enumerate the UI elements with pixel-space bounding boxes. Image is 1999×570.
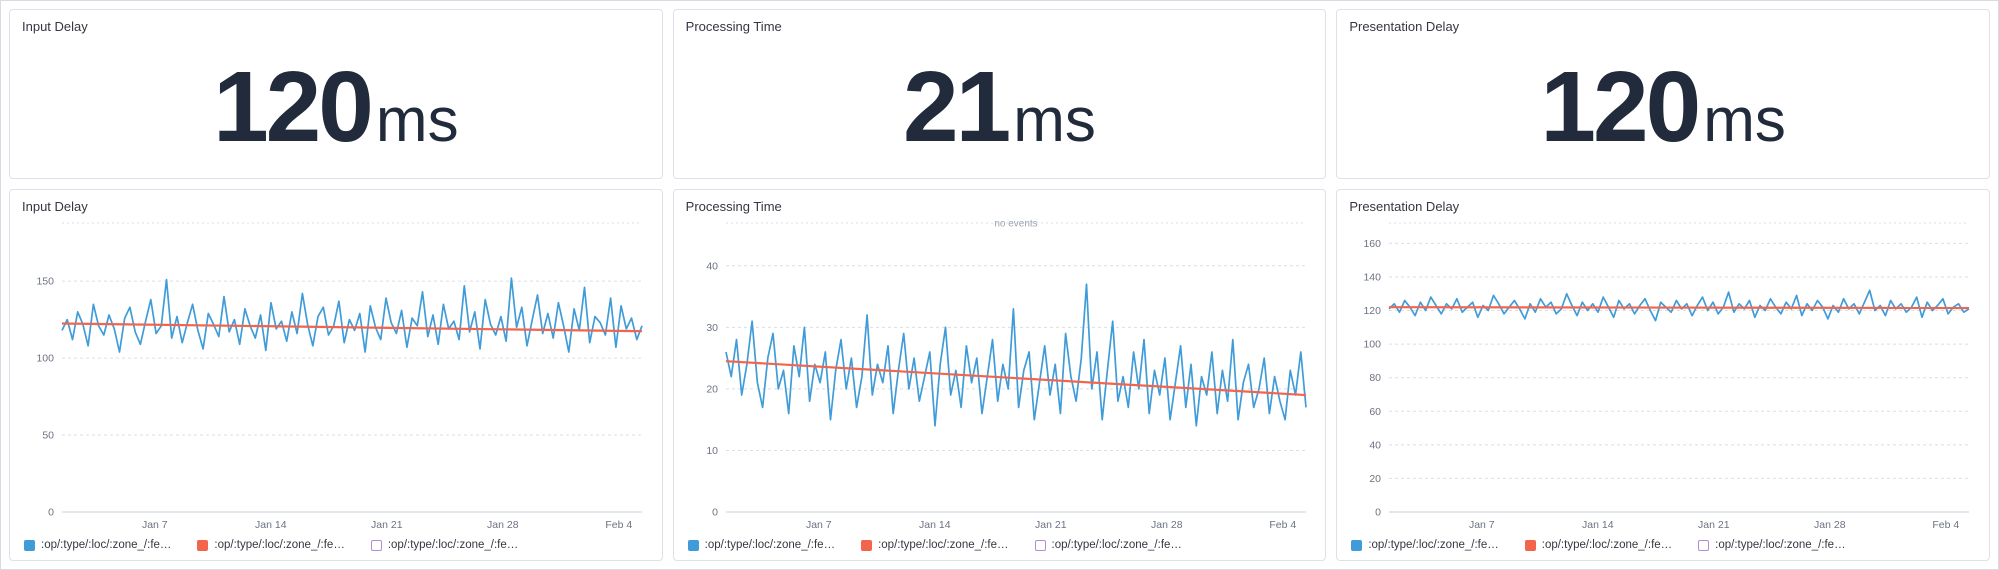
metric-unit: ms	[1703, 85, 1786, 155]
svg-text:150: 150	[36, 276, 54, 288]
legend-item[interactable]: :op/:type/:loc/:zone_/:fe…	[370, 539, 519, 551]
legend-label: :op/:type/:loc/:zone_/:fe…	[1715, 539, 1846, 551]
svg-text:Jan 14: Jan 14	[255, 519, 287, 531]
stat-panel-input-delay: Input Delay 120 ms	[9, 9, 663, 179]
svg-text:40: 40	[706, 260, 718, 272]
legend-item[interactable]: :op/:type/:loc/:zone_/:fe…	[24, 539, 171, 551]
legend-label: :op/:type/:loc/:zone_/:fe…	[387, 539, 519, 551]
dashboard-grid: Input Delay 120 ms Processing Time 21 ms…	[9, 9, 1990, 561]
svg-text:160: 160	[1364, 238, 1382, 250]
stat-panel-presentation-delay: Presentation Delay 120 ms	[1336, 9, 1990, 179]
svg-text:30: 30	[706, 322, 718, 334]
metric-number: 120	[213, 50, 374, 163]
legend-item[interactable]: :op/:type/:loc/:zone_/:fe…	[197, 539, 345, 551]
svg-text:Jan 28: Jan 28	[1814, 519, 1846, 531]
svg-text:Jan 14: Jan 14	[919, 519, 951, 531]
svg-text:no events: no events	[994, 219, 1037, 230]
legend-swatch-orange	[197, 539, 209, 551]
metric-value: 120 ms	[213, 57, 459, 157]
legend-swatch-blue	[687, 539, 699, 551]
svg-text:20: 20	[1370, 473, 1382, 485]
chart-legend: :op/:type/:loc/:zone_/:fe… :op/:type/:lo…	[1337, 536, 1989, 560]
panel-title: Processing Time	[685, 199, 782, 214]
svg-text:60: 60	[1370, 406, 1382, 418]
svg-text:Feb 4: Feb 4	[1933, 519, 1960, 531]
legend-label: :op/:type/:loc/:zone_/:fe…	[704, 539, 836, 551]
legend-label: :op/:type/:loc/:zone_/:fe…	[1051, 539, 1182, 551]
svg-text:140: 140	[1364, 271, 1382, 283]
metric-number: 21	[903, 50, 1011, 163]
legend-label: :op/:type/:loc/:zone_/:fe…	[41, 539, 172, 551]
svg-text:Jan 21: Jan 21	[1035, 519, 1067, 531]
timeseries-chart[interactable]: no events 0 10 20 30 40 Jan 7 Jan 14 Jan 21 Jan 2…	[680, 217, 1320, 536]
panel-title: Presentation Delay	[1349, 19, 1460, 34]
metric-unit: ms	[1013, 85, 1096, 155]
chart-legend: :op/:type/:loc/:zone_/:fe… :op/:type/:lo…	[10, 536, 662, 560]
chart-panel-input-delay: Input Delay 0 50 100 150 Jan 7 Jan 14 Jan 21 Ja…	[9, 189, 663, 561]
legend-swatch-blue	[24, 539, 35, 551]
metric-value: 120 ms	[1540, 57, 1786, 157]
svg-text:20: 20	[706, 383, 718, 395]
metric-display: 120 ms	[10, 35, 662, 178]
timeseries-chart[interactable]: 0 50 100 150 Jan 7 Jan 14 Jan 21 Jan 28 Feb 4	[16, 217, 656, 536]
legend-item[interactable]: :op/:type/:loc/:zone_/:fe…	[687, 539, 836, 551]
legend-item[interactable]: :op/:type/:loc/:zone_/:fe…	[861, 539, 1009, 551]
svg-text:40: 40	[1370, 439, 1382, 451]
svg-text:120: 120	[1364, 305, 1382, 317]
legend-swatch-outline	[1034, 539, 1046, 551]
svg-text:Feb 4: Feb 4	[1269, 519, 1296, 531]
svg-text:Jan 7: Jan 7	[1469, 519, 1495, 531]
timeseries-chart[interactable]: 0 20 40 60 80 100 120 140 160 Jan 7 Jan 14 Jan 21 Ja…	[1343, 217, 1983, 536]
svg-text:Jan 28: Jan 28	[487, 519, 519, 531]
legend-label: :op/:type/:loc/:zone_/:fe…	[214, 539, 345, 551]
svg-text:Jan 14: Jan 14	[1582, 519, 1614, 531]
legend-swatch-blue	[1351, 539, 1363, 551]
svg-text:Jan 21: Jan 21	[1698, 519, 1730, 531]
chart-panel-processing-time: Processing Time no events 0 10 20 30 40 Jan 7 J…	[672, 189, 1327, 561]
svg-text:50: 50	[42, 430, 54, 442]
metric-unit: ms	[375, 85, 459, 155]
legend-swatch-outline	[1698, 539, 1710, 551]
panel-title: Input Delay	[22, 199, 88, 214]
stat-panel-processing-time: Processing Time 21 ms	[672, 9, 1327, 179]
svg-text:Jan 21: Jan 21	[371, 519, 403, 531]
svg-text:100: 100	[1364, 339, 1382, 351]
panel-title: Presentation Delay	[1349, 199, 1460, 214]
legend-item[interactable]: :op/:type/:loc/:zone_/:fe…	[1034, 539, 1182, 551]
svg-text:Jan 7: Jan 7	[142, 519, 168, 531]
chart-legend: :op/:type/:loc/:zone_/:fe… :op/:type/:lo…	[674, 536, 1326, 560]
panel-title: Processing Time	[685, 19, 782, 34]
svg-text:0: 0	[48, 507, 54, 519]
legend-item[interactable]: :op/:type/:loc/:zone_/:fe…	[1524, 539, 1673, 551]
svg-text:0: 0	[1375, 507, 1381, 519]
svg-text:100: 100	[36, 353, 54, 365]
legend-label: :op/:type/:loc/:zone_/:fe…	[1368, 539, 1499, 551]
metric-number: 120	[1540, 50, 1701, 163]
legend-swatch-orange	[861, 539, 873, 551]
metric-display: 120 ms	[1337, 35, 1989, 178]
svg-text:Jan 7: Jan 7	[806, 519, 832, 531]
chart-panel-presentation-delay: Presentation Delay 0 20 40 60 80 100 120 140 160…	[1336, 189, 1990, 561]
legend-item[interactable]: :op/:type/:loc/:zone_/:fe…	[1698, 539, 1846, 551]
legend-swatch-orange	[1524, 539, 1536, 551]
legend-label: :op/:type/:loc/:zone_/:fe…	[878, 539, 1009, 551]
svg-text:Feb 4: Feb 4	[605, 519, 632, 531]
metric-value: 21 ms	[903, 57, 1096, 157]
svg-text:Jan 28: Jan 28	[1151, 519, 1183, 531]
legend-swatch-outline	[370, 539, 382, 551]
metric-display: 21 ms	[674, 35, 1326, 178]
legend-item[interactable]: :op/:type/:loc/:zone_/:fe…	[1351, 539, 1499, 551]
svg-text:10: 10	[706, 445, 718, 457]
legend-label: :op/:type/:loc/:zone_/:fe…	[1541, 539, 1673, 551]
svg-text:80: 80	[1370, 372, 1382, 384]
svg-text:0: 0	[712, 507, 718, 519]
panel-title: Input Delay	[22, 19, 88, 34]
